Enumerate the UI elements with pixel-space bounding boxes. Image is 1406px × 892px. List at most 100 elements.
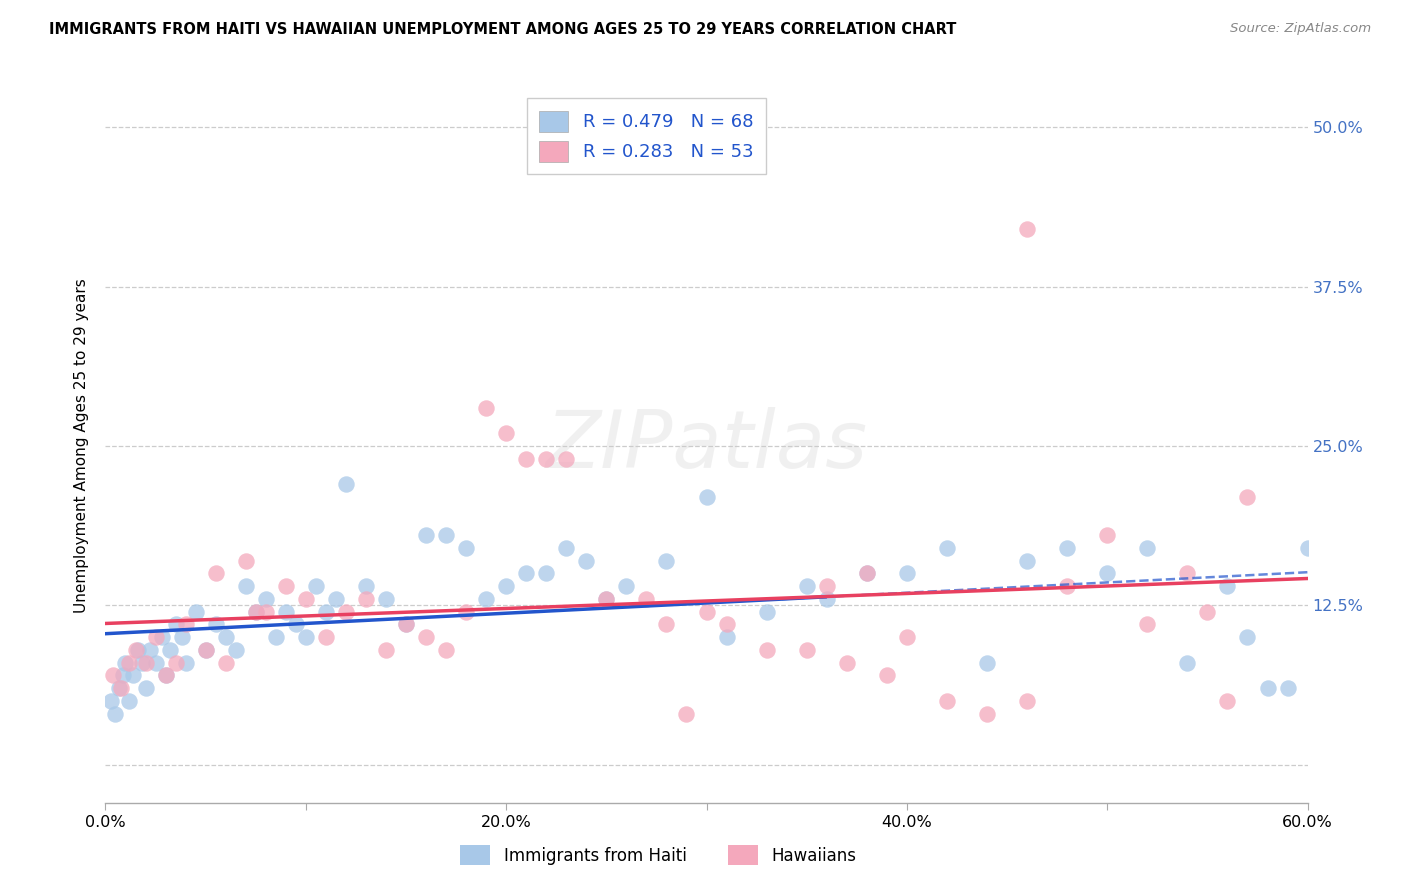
Point [896, 566, 918, 581]
Point [165, 617, 187, 632]
Point [575, 554, 598, 568]
Point [274, 605, 297, 619]
Point [515, 566, 537, 581]
Point [122, 668, 145, 682]
Point [315, 630, 337, 644]
Point [1097, 566, 1119, 581]
Point [534, 566, 557, 581]
Point [815, 579, 838, 593]
Point [696, 605, 718, 619]
Point [675, 706, 697, 721]
Point [595, 591, 617, 606]
Point [145, 630, 167, 644]
Point [855, 566, 877, 581]
Point [1257, 681, 1279, 695]
Point [165, 656, 187, 670]
Point [796, 579, 818, 593]
Point [855, 566, 877, 581]
Point [1296, 541, 1319, 555]
Point [284, 617, 307, 632]
Point [155, 668, 177, 682]
Point [138, 643, 160, 657]
Point [108, 681, 131, 695]
Point [354, 591, 377, 606]
Point [555, 541, 578, 555]
Point [335, 605, 357, 619]
Point [245, 605, 267, 619]
Point [1197, 605, 1219, 619]
Point [1015, 694, 1038, 708]
Point [976, 656, 998, 670]
Point [475, 401, 498, 415]
Point [395, 617, 418, 632]
Point [118, 656, 141, 670]
Point [936, 694, 959, 708]
Point [475, 591, 498, 606]
Point [395, 617, 418, 632]
Point [1175, 656, 1198, 670]
Point [936, 541, 959, 555]
Point [315, 605, 337, 619]
Point [335, 477, 357, 491]
Point [110, 681, 132, 695]
Point [1015, 554, 1038, 568]
Point [214, 656, 236, 670]
Point [127, 643, 149, 657]
Point [254, 591, 277, 606]
Point [150, 630, 173, 644]
Point [174, 617, 197, 632]
Point [1236, 490, 1258, 504]
Point [254, 605, 277, 619]
Point [104, 706, 127, 721]
Point [1056, 541, 1078, 555]
Point [374, 591, 398, 606]
Point [1056, 579, 1078, 593]
Point [103, 668, 125, 682]
Point [434, 528, 457, 542]
Point [636, 591, 658, 606]
Point [655, 554, 678, 568]
Point [1136, 617, 1159, 632]
Point [159, 643, 181, 657]
Point [295, 591, 318, 606]
Legend: Immigrants from Haiti, Hawaiians: Immigrants from Haiti, Hawaiians [451, 837, 865, 873]
Point [235, 554, 257, 568]
Point [595, 591, 617, 606]
Point [204, 617, 226, 632]
Point [305, 579, 328, 593]
Point [415, 528, 437, 542]
Point [135, 656, 157, 670]
Point [755, 643, 778, 657]
Point [534, 451, 557, 466]
Point [274, 579, 297, 593]
Point [194, 643, 217, 657]
Point [755, 605, 778, 619]
Point [876, 668, 898, 682]
Point [655, 617, 678, 632]
Point [835, 656, 858, 670]
Point [796, 643, 818, 657]
Point [100, 694, 122, 708]
Point [716, 630, 738, 644]
Point [456, 541, 478, 555]
Point [214, 630, 236, 644]
Point [264, 630, 287, 644]
Point [495, 579, 517, 593]
Point [135, 681, 157, 695]
Point [114, 656, 136, 670]
Y-axis label: Unemployment Among Ages 25 to 29 years: Unemployment Among Ages 25 to 29 years [75, 278, 90, 614]
Point [184, 605, 207, 619]
Point [515, 451, 537, 466]
Point [112, 668, 135, 682]
Point [118, 694, 141, 708]
Point [1097, 528, 1119, 542]
Point [170, 630, 193, 644]
Point [1236, 630, 1258, 644]
Point [1015, 222, 1038, 236]
Point [1216, 579, 1239, 593]
Point [616, 579, 638, 593]
Point [456, 605, 478, 619]
Point [131, 656, 153, 670]
Point [696, 490, 718, 504]
Point [1136, 541, 1159, 555]
